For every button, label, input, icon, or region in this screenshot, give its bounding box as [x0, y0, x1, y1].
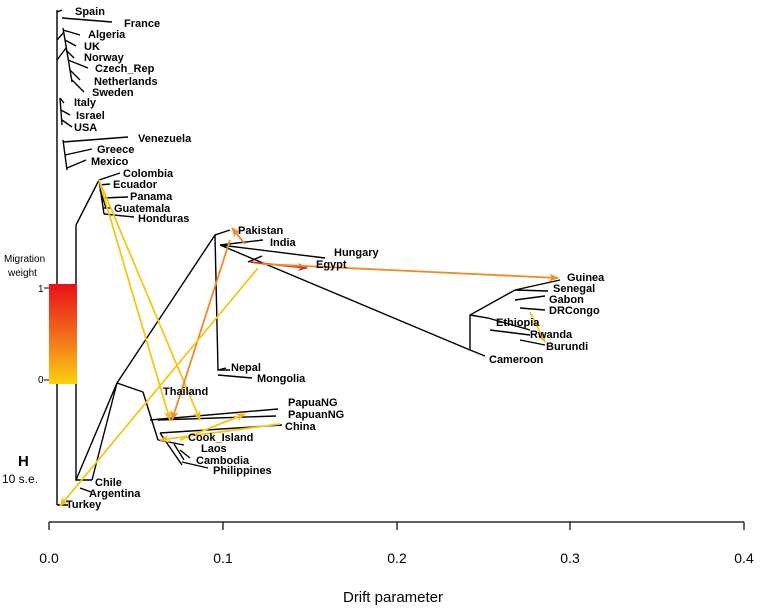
leaf-cambodia: Cambodia: [196, 455, 250, 467]
leaf-chile: Chile: [95, 477, 122, 489]
x-axis: 0.0 0.1 0.2 0.3 0.4 Drift parameter: [39, 521, 754, 606]
leaf-netherlands: Netherlands: [94, 76, 158, 88]
leaf-thailand: Thailand: [163, 386, 208, 398]
leaf-colombia: Colombia: [123, 168, 174, 180]
branch-spine-2: [75, 225, 92, 481]
leaf-czech: Czech_Rep: [95, 63, 155, 75]
migration-edge: [179, 413, 246, 441]
leaf-laos: Laos: [201, 443, 227, 455]
leaf-italy: Italy: [74, 97, 97, 109]
migration-edge: [261, 263, 559, 282]
leaf-labels: Spain France Algeria UK Norway Czech_Rep…: [66, 6, 605, 511]
legend-gradient-bar: [49, 284, 77, 384]
leaf-mongolia: Mongolia: [257, 373, 306, 385]
leaf-ecuador: Ecuador: [113, 179, 158, 191]
leaf-france: France: [124, 18, 160, 30]
legend-title-line2: weight: [7, 268, 37, 279]
leaf-papuang2: PapuanNG: [288, 409, 344, 421]
leaf-drcongo: DRCongo: [549, 305, 600, 317]
leaf-turkey: Turkey: [66, 499, 102, 511]
leaf-argentina: Argentina: [89, 488, 141, 500]
leaf-cameroon: Cameroon: [489, 354, 544, 366]
leaf-norway: Norway: [84, 52, 125, 64]
leaf-algeria: Algeria: [88, 29, 126, 41]
x-tick-label-1: 0.1: [213, 550, 233, 566]
leaf-spain: Spain: [75, 6, 105, 18]
leaf-israel: Israel: [76, 110, 105, 122]
leaf-cook-island: Cook_Island: [188, 432, 253, 444]
leaf-honduras: Honduras: [138, 213, 189, 225]
leaf-philippines: Philippines: [213, 465, 272, 477]
branch-nepal-mongolia: [217, 367, 253, 379]
x-tick-label-0: 0.0: [39, 550, 59, 566]
leaf-sweden: Sweden: [92, 87, 134, 99]
branch-european-stem: [56, 9, 67, 61]
scale-label: 10 s.e.: [2, 472, 38, 486]
branch-europe: [61, 17, 113, 93]
leaf-ethiopia: Ethiopia: [496, 317, 540, 329]
branch-south-eu: [62, 136, 129, 171]
migration-edge: [98, 179, 172, 421]
leaf-uk: UK: [84, 41, 100, 53]
leaf-panama: Panama: [130, 191, 173, 203]
leaf-burundi: Burundi: [546, 341, 588, 353]
scale-bar: H 10 s.e.: [2, 453, 38, 486]
leaf-nepal: Nepal: [231, 362, 261, 374]
leaf-egypt: Egypt: [316, 259, 347, 271]
migration-edge: [170, 239, 231, 421]
migration-edge: [98, 179, 201, 421]
leaf-hungary: Hungary: [334, 247, 380, 259]
scale-letter: H: [18, 453, 29, 470]
x-tick-label-3: 0.3: [560, 550, 580, 566]
x-axis-title: Drift parameter: [343, 589, 443, 606]
leaf-senegal: Senegal: [553, 283, 595, 295]
x-tick-label-2: 0.2: [387, 550, 407, 566]
leaf-gabon: Gabon: [549, 294, 584, 306]
leaf-rwanda: Rwanda: [530, 329, 573, 341]
leaf-papuang1: PapuaNG: [288, 397, 338, 409]
migration-edge: [159, 423, 281, 443]
leaf-usa: USA: [74, 122, 97, 134]
leaf-pakistan: Pakistan: [238, 225, 284, 237]
leaf-guinea: Guinea: [567, 272, 605, 284]
leaf-guatemala: Guatemala: [114, 203, 171, 215]
legend-min-label: 0: [38, 375, 44, 386]
migration-weight-legend: Migration weight 1 0: [4, 254, 77, 386]
leaf-mexico: Mexico: [91, 156, 129, 168]
x-tick-label-4: 0.4: [734, 550, 754, 566]
branch-middle: [59, 97, 73, 128]
leaf-greece: Greece: [97, 144, 134, 156]
legend-max-label: 1: [38, 284, 44, 295]
branch-se-asia: [116, 382, 283, 469]
leaf-venezuela: Venezuela: [138, 133, 192, 145]
legend-title-line1: Migration: [4, 254, 45, 265]
migration-edge: [529, 311, 546, 343]
migration-edges: [59, 179, 559, 507]
leaf-china: China: [285, 421, 316, 433]
leaf-india: India: [270, 237, 297, 249]
migration-edge: [231, 227, 246, 245]
branch-africa: [469, 279, 561, 357]
migration-edge: [59, 267, 259, 507]
